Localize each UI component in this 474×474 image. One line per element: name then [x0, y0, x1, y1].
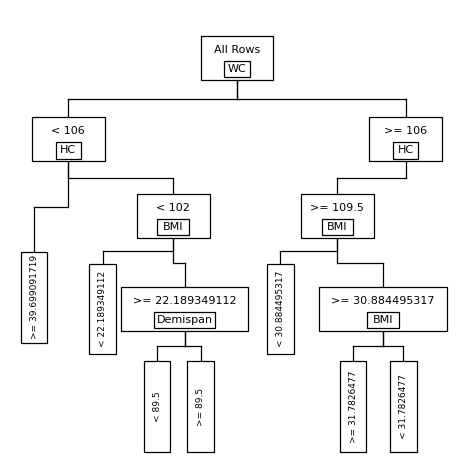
Text: >= 109.5: >= 109.5 [310, 203, 364, 213]
Text: < 22.189349112: < 22.189349112 [98, 271, 107, 347]
FancyBboxPatch shape [301, 194, 374, 238]
FancyBboxPatch shape [393, 142, 419, 159]
FancyBboxPatch shape [154, 311, 215, 328]
Text: BMI: BMI [327, 222, 347, 232]
FancyBboxPatch shape [89, 264, 116, 355]
FancyBboxPatch shape [390, 361, 417, 452]
Text: >= 39.699091719: >= 39.699091719 [30, 255, 39, 339]
Text: < 89.5: < 89.5 [153, 392, 162, 422]
Text: Demispan: Demispan [156, 315, 213, 325]
FancyBboxPatch shape [144, 361, 171, 452]
FancyBboxPatch shape [267, 264, 293, 355]
Text: >= 89.5: >= 89.5 [196, 388, 205, 426]
FancyBboxPatch shape [319, 287, 447, 331]
FancyBboxPatch shape [187, 361, 214, 452]
Text: HC: HC [60, 146, 76, 155]
Text: All Rows: All Rows [214, 45, 260, 55]
FancyBboxPatch shape [201, 36, 273, 80]
FancyBboxPatch shape [321, 219, 353, 236]
FancyBboxPatch shape [21, 252, 47, 343]
Text: < 102: < 102 [156, 203, 190, 213]
Text: BMI: BMI [373, 315, 393, 325]
FancyBboxPatch shape [32, 118, 105, 162]
FancyBboxPatch shape [121, 287, 248, 331]
FancyBboxPatch shape [224, 61, 250, 77]
Text: < 106: < 106 [52, 127, 85, 137]
FancyBboxPatch shape [55, 142, 81, 159]
FancyBboxPatch shape [157, 219, 189, 236]
Text: < 30.884495317: < 30.884495317 [276, 271, 285, 347]
Text: >= 22.189349112: >= 22.189349112 [133, 296, 237, 306]
Text: WC: WC [228, 64, 246, 74]
Text: >= 30.884495317: >= 30.884495317 [331, 296, 435, 306]
FancyBboxPatch shape [367, 311, 399, 328]
Text: >= 106: >= 106 [384, 127, 427, 137]
Text: < 31.7826477: < 31.7826477 [399, 374, 408, 439]
FancyBboxPatch shape [369, 118, 442, 162]
FancyBboxPatch shape [137, 194, 210, 238]
FancyBboxPatch shape [340, 361, 366, 452]
Text: >= 31.7826477: >= 31.7826477 [349, 370, 358, 443]
Text: HC: HC [398, 146, 414, 155]
Text: BMI: BMI [163, 222, 183, 232]
